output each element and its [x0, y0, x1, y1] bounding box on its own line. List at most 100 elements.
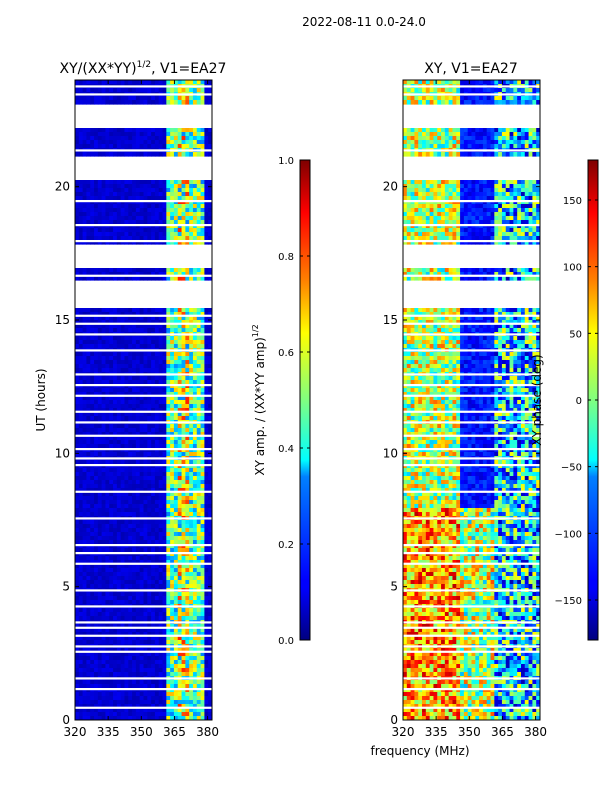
heatmap-cell — [196, 144, 202, 149]
heatmap-cell — [139, 684, 145, 689]
heatmap-cell — [113, 380, 118, 385]
heatmap-cell — [105, 520, 110, 525]
heatmap-cell — [143, 140, 148, 145]
heatmap-cell — [97, 656, 103, 661]
heatmap-cell — [105, 96, 110, 101]
heatmap-cell — [109, 464, 114, 469]
heatmap-cell — [86, 140, 91, 145]
heatmap-cell — [147, 504, 152, 509]
heatmap-cell — [208, 684, 212, 689]
heatmap-cell — [158, 132, 164, 137]
heatmap-cell — [116, 660, 122, 665]
heatmap-cell — [162, 484, 167, 489]
heatmap-cell — [94, 508, 99, 513]
heatmap-cell — [132, 200, 137, 205]
heatmap-cell — [139, 80, 145, 85]
panel-amplitude: XY/(XX*YY)1/2, V1=EA27 320 335 350 365 38005… — [34, 60, 226, 739]
heatmap-cell — [124, 140, 129, 145]
heatmap-cell — [101, 708, 107, 713]
heatmap-cell — [204, 688, 209, 693]
heatmap-cell — [196, 668, 202, 673]
heatmap-cell — [414, 80, 419, 85]
heatmap-cell — [135, 692, 141, 697]
heatmap-cell — [204, 228, 209, 233]
heatmap-cell — [147, 648, 152, 653]
heatmap-cell — [170, 232, 175, 237]
heatmap-cell — [109, 432, 114, 437]
heatmap-cell — [181, 548, 186, 553]
heatmap-cell — [82, 208, 88, 213]
heatmap-cell — [105, 552, 110, 557]
heatmap-cell — [105, 428, 110, 433]
heatmap-cell — [200, 436, 205, 441]
heatmap-cell — [124, 276, 129, 281]
heatmap-cell — [113, 324, 118, 329]
heatmap-cell — [147, 540, 152, 545]
heatmap-cell — [173, 140, 179, 145]
heatmap-cell — [132, 368, 137, 373]
heatmap-cell — [177, 340, 183, 345]
flagged-time-gap — [75, 240, 212, 243]
heatmap-cell — [120, 228, 126, 233]
heatmap-cell — [75, 272, 80, 277]
heatmap-cell — [154, 628, 160, 633]
heatmap-cell — [113, 408, 118, 413]
heatmap-cell — [86, 512, 91, 517]
heatmap-cell — [143, 452, 148, 457]
heatmap-cell — [170, 268, 175, 273]
heatmap-cell — [185, 416, 190, 421]
heatmap-cell — [120, 128, 126, 133]
heatmap-cell — [143, 652, 148, 657]
heatmap-cell — [204, 628, 209, 633]
heatmap-cell — [105, 616, 110, 621]
heatmap-cell — [196, 600, 202, 605]
heatmap-cell — [196, 648, 202, 653]
heatmap-cell — [147, 480, 152, 485]
heatmap-cell — [78, 140, 84, 145]
heatmap-cell — [162, 700, 167, 705]
heatmap-cell — [86, 128, 91, 133]
heatmap-cell — [185, 316, 190, 321]
heatmap-cell — [124, 88, 129, 93]
heatmap-cell — [101, 392, 107, 397]
heatmap-cell — [177, 480, 183, 485]
heatmap-cell — [173, 240, 179, 245]
heatmap-cell — [128, 448, 133, 453]
heatmap-cell — [75, 452, 80, 457]
heatmap-cell — [86, 312, 91, 317]
heatmap-cell — [158, 228, 164, 233]
heatmap-cell — [113, 468, 118, 473]
heatmap-cell — [105, 424, 110, 429]
heatmap-cell — [151, 392, 156, 397]
heatmap-cell — [128, 344, 133, 349]
heatmap-cell — [94, 340, 99, 345]
heatmap-cell — [151, 480, 156, 485]
heatmap-cell — [151, 212, 156, 217]
heatmap-cell — [101, 624, 107, 629]
heatmap-cell — [189, 392, 194, 397]
heatmap-cell — [196, 540, 202, 545]
heatmap-cell — [147, 208, 152, 213]
heatmap-cell — [166, 400, 171, 405]
heatmap-cell — [170, 132, 175, 137]
heatmap-cell — [196, 392, 202, 397]
heatmap-cell — [448, 80, 454, 85]
heatmap-cell — [181, 376, 186, 381]
flagged-time-gap — [75, 645, 212, 648]
heatmap-cell — [82, 652, 88, 657]
heatmap-cell — [135, 140, 141, 145]
heatmap-cell — [94, 80, 99, 85]
heatmap-cell — [192, 688, 198, 693]
heatmap-cell — [177, 196, 183, 201]
heatmap-cell — [97, 556, 103, 561]
heatmap-cell — [101, 576, 107, 581]
heatmap-cell — [158, 680, 164, 685]
heatmap-cell — [192, 236, 198, 241]
heatmap-cell — [75, 204, 80, 209]
heatmap-cell — [97, 408, 103, 413]
heatmap-cell — [82, 364, 88, 369]
heatmap-cell — [78, 712, 84, 717]
heatmap-cell — [151, 384, 156, 389]
heatmap-cell — [204, 444, 209, 449]
heatmap-cell — [177, 400, 183, 405]
